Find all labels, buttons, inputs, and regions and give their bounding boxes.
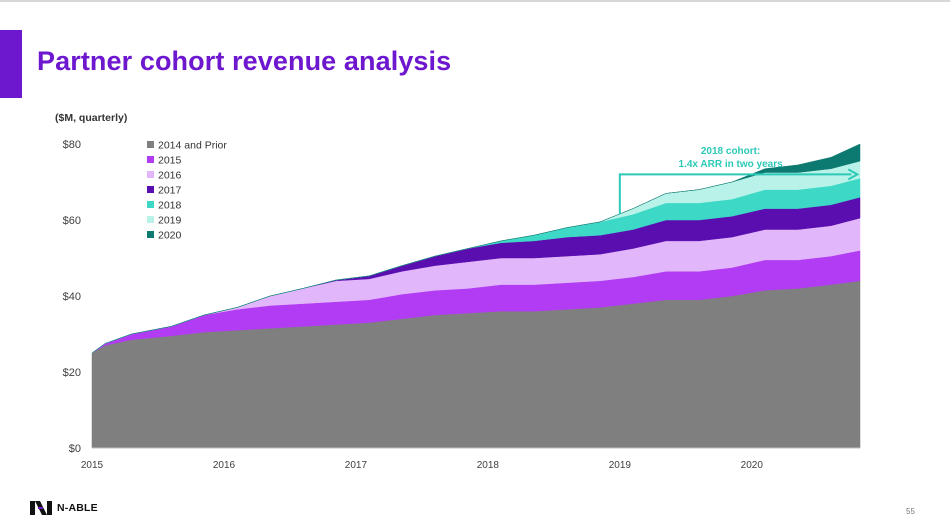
unit-label: ($M, quarterly) [55, 112, 128, 124]
legend-label: 2015 [158, 155, 182, 167]
x-tick-label: 2017 [345, 460, 368, 471]
y-tick-label: $0 [69, 443, 81, 455]
x-tick-label: 2015 [81, 460, 104, 471]
logo: N-ABLE [30, 500, 98, 516]
area-series-6 [91, 143, 861, 354]
page-title: Partner cohort revenue analysis [37, 46, 452, 76]
x-tick-label: 2018 [477, 460, 500, 471]
logo-text: N-ABLE [57, 502, 98, 514]
y-tick-label: $40 [63, 291, 81, 303]
annotation-text: 2018 cohort: [701, 146, 760, 157]
annotation-arrow-line [618, 173, 852, 215]
accent-bar [0, 30, 22, 98]
annotation-text: 1.4x ARR in two years [679, 159, 784, 170]
x-tick-label: 2019 [609, 460, 632, 471]
legend-label: 2017 [158, 185, 182, 197]
annotation-arrowhead [847, 168, 860, 181]
legend-swatch [147, 231, 154, 238]
x-tick-label: 2020 [741, 460, 764, 471]
legend-label: 2020 [158, 230, 182, 242]
y-tick-label: $80 [63, 139, 81, 151]
legend-swatch [147, 216, 154, 223]
legend-label: 2016 [158, 170, 182, 182]
legend-label: 2014 and Prior [158, 140, 227, 152]
legend-label: 2019 [158, 215, 182, 227]
x-tick-label: 2016 [213, 460, 236, 471]
legend-swatch [147, 186, 154, 193]
y-tick-label: $60 [63, 215, 81, 227]
stacked-area-chart: $0 $20 $40 $60 $80 2015 2016 2017 2018 2019 2020 20… [63, 139, 861, 471]
n-able-logo-icon [30, 501, 52, 515]
legend-swatch [147, 141, 154, 148]
legend-label: 2018 [158, 200, 182, 212]
legend-swatch [147, 171, 154, 178]
page-number: 55 [906, 507, 915, 516]
legend-swatch [147, 156, 154, 163]
top-rule [0, 0, 950, 2]
legend-swatch [147, 201, 154, 208]
y-tick-label: $20 [63, 367, 81, 379]
